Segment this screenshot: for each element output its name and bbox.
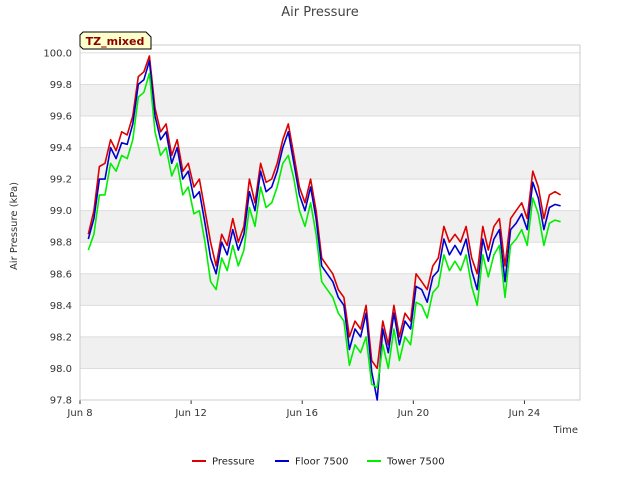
y-tick-label: 98.2 <box>50 332 72 343</box>
tz-annotation: TZ_mixed <box>79 31 152 50</box>
x-axis-label: Time <box>553 425 578 436</box>
grid-band <box>80 336 580 369</box>
x-tick-label: Jun 20 <box>397 408 430 419</box>
series-line-pressure <box>87 55 561 370</box>
legend: Pressure Floor 7500 Tower 7500 <box>192 457 445 468</box>
y-tick-label: 98.0 <box>50 364 72 375</box>
plot-frame <box>79 44 581 401</box>
legend-label-tower-7500: Tower 7500 <box>386 457 445 468</box>
x-tick-label: Jun 8 <box>66 408 92 419</box>
y-tick-label: 98.8 <box>50 238 72 249</box>
series-line-floor-7500 <box>87 59 561 401</box>
y-tick-label: 99.4 <box>50 143 72 154</box>
y-axis-label: Air Pressure (kPa) <box>9 182 20 270</box>
x-tick-label: Jun 16 <box>285 408 318 419</box>
tz-annotation-label: TZ_mixed <box>86 35 145 48</box>
x-tick-label: Jun 24 <box>508 408 541 419</box>
chart-title: Air Pressure <box>281 5 359 20</box>
series-line-tower-7500 <box>87 72 561 389</box>
y-tick-label: 98.6 <box>50 269 72 280</box>
legend-label-pressure: Pressure <box>212 457 255 468</box>
x-tick-label: Jun 12 <box>174 408 207 419</box>
plot-area: 97.8 98.0 98.2 98.4 98.6 98.8 99.0 99.2 99.4 99.6… <box>43 44 581 419</box>
y-tick-label: 98.4 <box>50 301 72 312</box>
y-tick-label: 99.8 <box>50 80 72 91</box>
y-tick-label: 100.0 <box>43 48 72 59</box>
y-tick-label: 97.8 <box>50 396 72 407</box>
tz-annotation-box <box>79 31 152 50</box>
legend-label-floor-7500: Floor 7500 <box>295 457 349 468</box>
grid-band <box>80 210 580 243</box>
y-tick-label: 99.6 <box>50 112 72 123</box>
grid-band <box>80 147 580 180</box>
y-tick-label: 99.0 <box>50 206 72 217</box>
y-tick-label: 99.2 <box>50 175 72 186</box>
grid-band <box>80 84 580 116</box>
